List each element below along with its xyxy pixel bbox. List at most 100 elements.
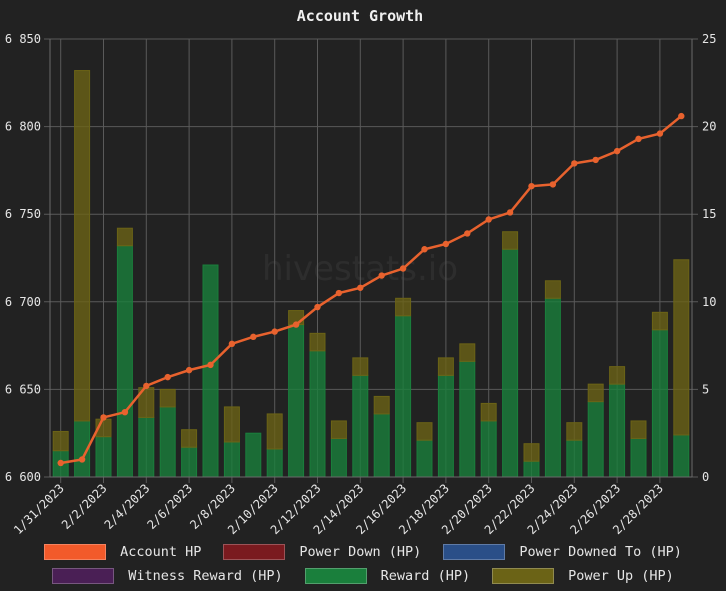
account-hp-point	[121, 408, 129, 416]
bar-power-up-hp	[309, 332, 326, 352]
bar-reward-hp	[245, 432, 262, 478]
bar-reward-hp	[437, 374, 454, 478]
bar-reward-hp	[116, 245, 133, 478]
bar-power-up-hp	[609, 366, 626, 385]
legend-swatch	[492, 568, 555, 584]
bar-reward-hp	[630, 437, 647, 478]
bar-reward-hp	[352, 374, 369, 478]
account-hp-point	[292, 321, 300, 328]
account-hp-point	[592, 156, 599, 164]
bar-power-up-hp	[587, 383, 604, 403]
legend-swatch	[52, 568, 115, 584]
bar-power-up-hp	[416, 422, 433, 441]
account-hp-point	[378, 272, 385, 279]
y-left-tick-label: 6 650	[5, 382, 41, 396]
bar-reward-hp	[523, 460, 540, 478]
bar-reward-hp	[330, 437, 347, 478]
legend-item[interactable]: Power Down (HP)	[223, 544, 421, 560]
bar-reward-hp	[587, 401, 604, 478]
y-right-tick-label: 0	[702, 470, 709, 484]
account-hp-line	[60, 115, 683, 465]
account-hp-point	[57, 459, 64, 467]
legend: Account HP Power Down (HP) Power Downed To…	[0, 540, 726, 588]
account-hp-point	[421, 246, 428, 253]
legend-label: Account HP	[120, 544, 202, 560]
account-hp-point	[250, 333, 257, 341]
bar-reward-hp	[309, 350, 326, 478]
account-hp-point	[678, 112, 685, 120]
bar-reward-hp	[609, 383, 626, 478]
account-hp-point	[207, 361, 214, 369]
bar-power-up-hp	[544, 280, 561, 299]
bar-reward-hp	[502, 248, 519, 478]
legend-label: Power Downed To (HP)	[519, 544, 682, 560]
bar-power-up-hp	[373, 395, 390, 415]
account-hp-point	[635, 135, 642, 143]
account-hp-point	[185, 366, 193, 374]
legend-item[interactable]: Reward (HP)	[304, 568, 471, 584]
bar-power-up-hp	[437, 357, 454, 376]
bar-reward-hp	[288, 324, 305, 478]
bar-power-up-hp	[651, 311, 668, 331]
bar-reward-hp	[395, 315, 412, 478]
legend-swatch	[44, 544, 107, 560]
bar-reward-hp	[651, 329, 668, 478]
bar-reward-hp	[138, 416, 155, 478]
line-series	[57, 112, 685, 467]
account-hp-point	[656, 130, 664, 137]
bar-reward-hp	[159, 406, 176, 478]
x-tick-label: 2/6/2023	[144, 481, 195, 532]
legend-swatch	[223, 544, 286, 560]
account-hp-point	[506, 209, 514, 216]
account-hp-point	[100, 414, 107, 421]
account-hp-point	[314, 303, 321, 311]
account-hp-point	[464, 230, 471, 237]
account-hp-point	[613, 147, 621, 155]
bar-power-up-hp	[181, 429, 198, 448]
bar-power-up-hp	[523, 443, 540, 462]
bar-power-up-hp	[223, 406, 240, 443]
bar-reward-hp	[202, 264, 219, 478]
bar-reward-hp	[416, 439, 433, 478]
account-hp-point	[571, 160, 578, 167]
legend-label: Reward (HP)	[380, 568, 471, 584]
bar-power-up-hp	[116, 227, 133, 247]
bar-reward-hp	[480, 420, 497, 478]
legend-label: Power Up (HP)	[568, 568, 674, 584]
y-left-tick-label: 6 850	[5, 32, 41, 46]
account-hp-point	[528, 182, 535, 190]
bar-reward-hp	[673, 434, 690, 478]
bar-power-up-hp	[566, 422, 583, 441]
chart-title: Account Growth	[297, 7, 423, 25]
account-hp-point	[164, 373, 171, 381]
legend-item[interactable]: Power Downed To (HP)	[443, 544, 682, 560]
bar-reward-hp	[566, 439, 583, 478]
account-hp-point	[357, 284, 364, 291]
bar-power-up-hp	[330, 420, 347, 439]
x-tick-label: 2/4/2023	[102, 481, 153, 532]
bar-reward-hp	[544, 297, 561, 478]
y-right-tick-label: 5	[702, 382, 709, 396]
legend-item[interactable]: Power Up (HP)	[492, 568, 674, 584]
legend-item[interactable]: Witness Reward (HP)	[52, 568, 283, 584]
bar-reward-hp	[266, 448, 283, 478]
bar-power-up-hp	[352, 357, 369, 376]
y-right-tick-label: 25	[702, 32, 716, 46]
account-hp-point	[335, 289, 343, 297]
y-left-tick-label: 6 700	[5, 295, 41, 309]
legend-swatch	[443, 544, 506, 560]
bar-reward-hp	[373, 413, 390, 478]
account-hp-point	[399, 265, 407, 272]
bar-power-up-hp	[673, 259, 690, 436]
account-hp-point	[143, 382, 150, 390]
account-hp-point	[271, 328, 278, 335]
account-hp-point	[442, 240, 450, 248]
legend-label: Witness Reward (HP)	[128, 568, 283, 584]
bar-reward-hp	[95, 436, 112, 478]
bar-power-up-hp	[502, 231, 519, 250]
y-left-tick-label: 6 600	[5, 470, 41, 484]
legend-item[interactable]: Account HP	[44, 544, 201, 560]
bars	[52, 70, 690, 478]
